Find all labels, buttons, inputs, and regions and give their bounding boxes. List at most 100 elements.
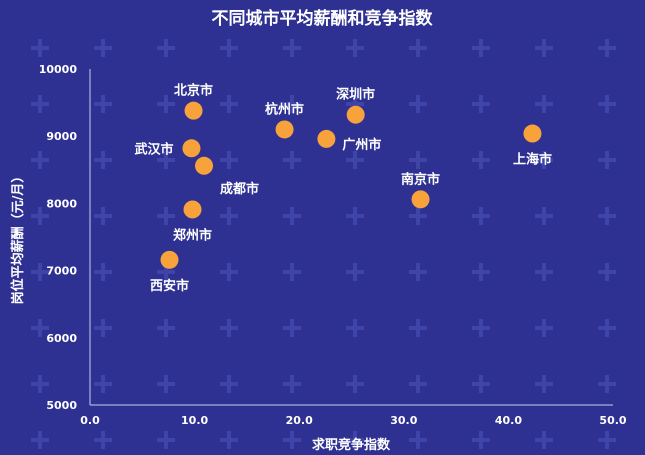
background-plus-icon bbox=[94, 263, 112, 281]
background-plus-icon bbox=[157, 319, 175, 337]
background-plus-icon bbox=[94, 375, 112, 393]
background-plus-icon bbox=[535, 207, 553, 225]
background-plus-icon bbox=[220, 375, 238, 393]
background-plus-icon bbox=[409, 207, 427, 225]
background-plus-icon bbox=[220, 39, 238, 57]
background-pattern bbox=[31, 39, 616, 449]
point-label: 郑州市 bbox=[173, 227, 212, 243]
background-plus-icon bbox=[472, 151, 490, 169]
background-plus-icon bbox=[283, 151, 301, 169]
background-plus-icon bbox=[220, 207, 238, 225]
background-plus-icon bbox=[283, 263, 301, 281]
background-plus-icon bbox=[409, 263, 427, 281]
background-plus-icon bbox=[598, 263, 616, 281]
background-plus-icon bbox=[220, 95, 238, 113]
y-tick-label: 7000 bbox=[46, 265, 77, 278]
background-plus-icon bbox=[157, 95, 175, 113]
x-tick-label: 0.0 bbox=[80, 414, 100, 427]
scatter-point bbox=[346, 105, 365, 124]
background-plus-icon bbox=[157, 39, 175, 57]
background-plus-icon bbox=[94, 151, 112, 169]
background-plus-icon bbox=[346, 263, 364, 281]
background-plus-icon bbox=[598, 375, 616, 393]
background-plus-icon bbox=[346, 319, 364, 337]
background-plus-icon bbox=[472, 431, 490, 449]
background-plus-icon bbox=[409, 151, 427, 169]
background-plus-icon bbox=[535, 375, 553, 393]
background-plus-icon bbox=[94, 95, 112, 113]
background-plus-icon bbox=[31, 319, 49, 337]
background-plus-icon bbox=[535, 431, 553, 449]
background-plus-icon bbox=[220, 431, 238, 449]
scatter-point bbox=[411, 190, 430, 209]
scatter-point bbox=[182, 139, 201, 158]
background-plus-icon bbox=[346, 151, 364, 169]
x-tick-label: 10.0 bbox=[181, 414, 208, 427]
background-plus-icon bbox=[346, 39, 364, 57]
background-plus-icon bbox=[157, 151, 175, 169]
background-plus-icon bbox=[283, 431, 301, 449]
point-label: 杭州市 bbox=[265, 101, 304, 117]
scatter-point bbox=[275, 120, 294, 139]
background-plus-icon bbox=[220, 151, 238, 169]
background-plus-icon bbox=[31, 95, 49, 113]
y-tick-label: 6000 bbox=[46, 332, 77, 345]
background-plus-icon bbox=[409, 39, 427, 57]
point-label: 北京市 bbox=[174, 83, 213, 99]
background-plus-icon bbox=[598, 39, 616, 57]
background-plus-icon bbox=[157, 375, 175, 393]
background-plus-icon bbox=[283, 39, 301, 57]
background-plus-icon bbox=[409, 95, 427, 113]
background-plus-icon bbox=[283, 207, 301, 225]
background-plus-icon bbox=[535, 319, 553, 337]
x-tick-label: 30.0 bbox=[390, 414, 417, 427]
x-axis-ticks: 0.0 10.0 20.0 30.0 40.0 50.0 bbox=[80, 414, 627, 427]
scatter-point bbox=[183, 200, 202, 219]
background-plus-icon bbox=[346, 95, 364, 113]
background-plus-icon bbox=[94, 39, 112, 57]
background-plus-icon bbox=[535, 263, 553, 281]
x-tick-label: 20.0 bbox=[286, 414, 313, 427]
background-plus-icon bbox=[94, 207, 112, 225]
scatter-point bbox=[523, 124, 542, 143]
background-plus-icon bbox=[220, 319, 238, 337]
background-plus-icon bbox=[283, 375, 301, 393]
y-axis-ticks: 5000 6000 7000 8000 9000 10000 bbox=[39, 63, 78, 412]
background-plus-icon bbox=[535, 95, 553, 113]
background-plus-icon bbox=[31, 207, 49, 225]
background-plus-icon bbox=[472, 375, 490, 393]
background-plus-icon bbox=[31, 39, 49, 57]
background-plus-icon bbox=[31, 375, 49, 393]
y-axis-label: 岗位平均薪酬（元/月） bbox=[10, 170, 26, 305]
x-axis-label: 求职竞争指数 bbox=[312, 437, 391, 453]
background-plus-icon bbox=[472, 95, 490, 113]
y-tick-label: 9000 bbox=[46, 130, 77, 143]
background-plus-icon bbox=[598, 207, 616, 225]
scatter-point bbox=[160, 250, 179, 269]
background-plus-icon bbox=[409, 431, 427, 449]
background-plus-icon bbox=[409, 375, 427, 393]
x-tick-label: 50.0 bbox=[599, 414, 626, 427]
background-plus-icon bbox=[346, 207, 364, 225]
background-plus-icon bbox=[31, 263, 49, 281]
point-label: 上海市 bbox=[513, 152, 552, 168]
scatter-point bbox=[195, 156, 214, 175]
scatter-point bbox=[317, 129, 336, 148]
chart-title: 不同城市平均薪酬和竞争指数 bbox=[212, 8, 434, 29]
data-points bbox=[160, 101, 542, 269]
point-label: 南京市 bbox=[401, 171, 440, 187]
background-plus-icon bbox=[220, 263, 238, 281]
background-plus-icon bbox=[598, 319, 616, 337]
x-tick-label: 40.0 bbox=[495, 414, 522, 427]
background-plus-icon bbox=[409, 319, 427, 337]
background-plus-icon bbox=[157, 207, 175, 225]
background-plus-icon bbox=[598, 151, 616, 169]
background-plus-icon bbox=[535, 39, 553, 57]
background-plus-icon bbox=[283, 95, 301, 113]
y-tick-label: 5000 bbox=[46, 399, 77, 412]
background-plus-icon bbox=[346, 431, 364, 449]
point-label: 广州市 bbox=[342, 137, 381, 153]
background-plus-icon bbox=[598, 95, 616, 113]
